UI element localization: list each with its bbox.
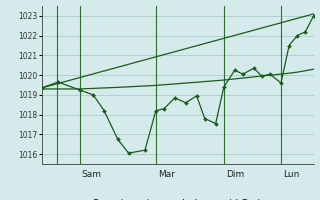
Text: Dim: Dim [226, 170, 244, 179]
Text: Lun: Lun [283, 170, 299, 179]
Text: Pression niveau de la mer( hPa ): Pression niveau de la mer( hPa ) [93, 199, 262, 200]
Text: Sam: Sam [82, 170, 101, 179]
Text: Mar: Mar [158, 170, 175, 179]
